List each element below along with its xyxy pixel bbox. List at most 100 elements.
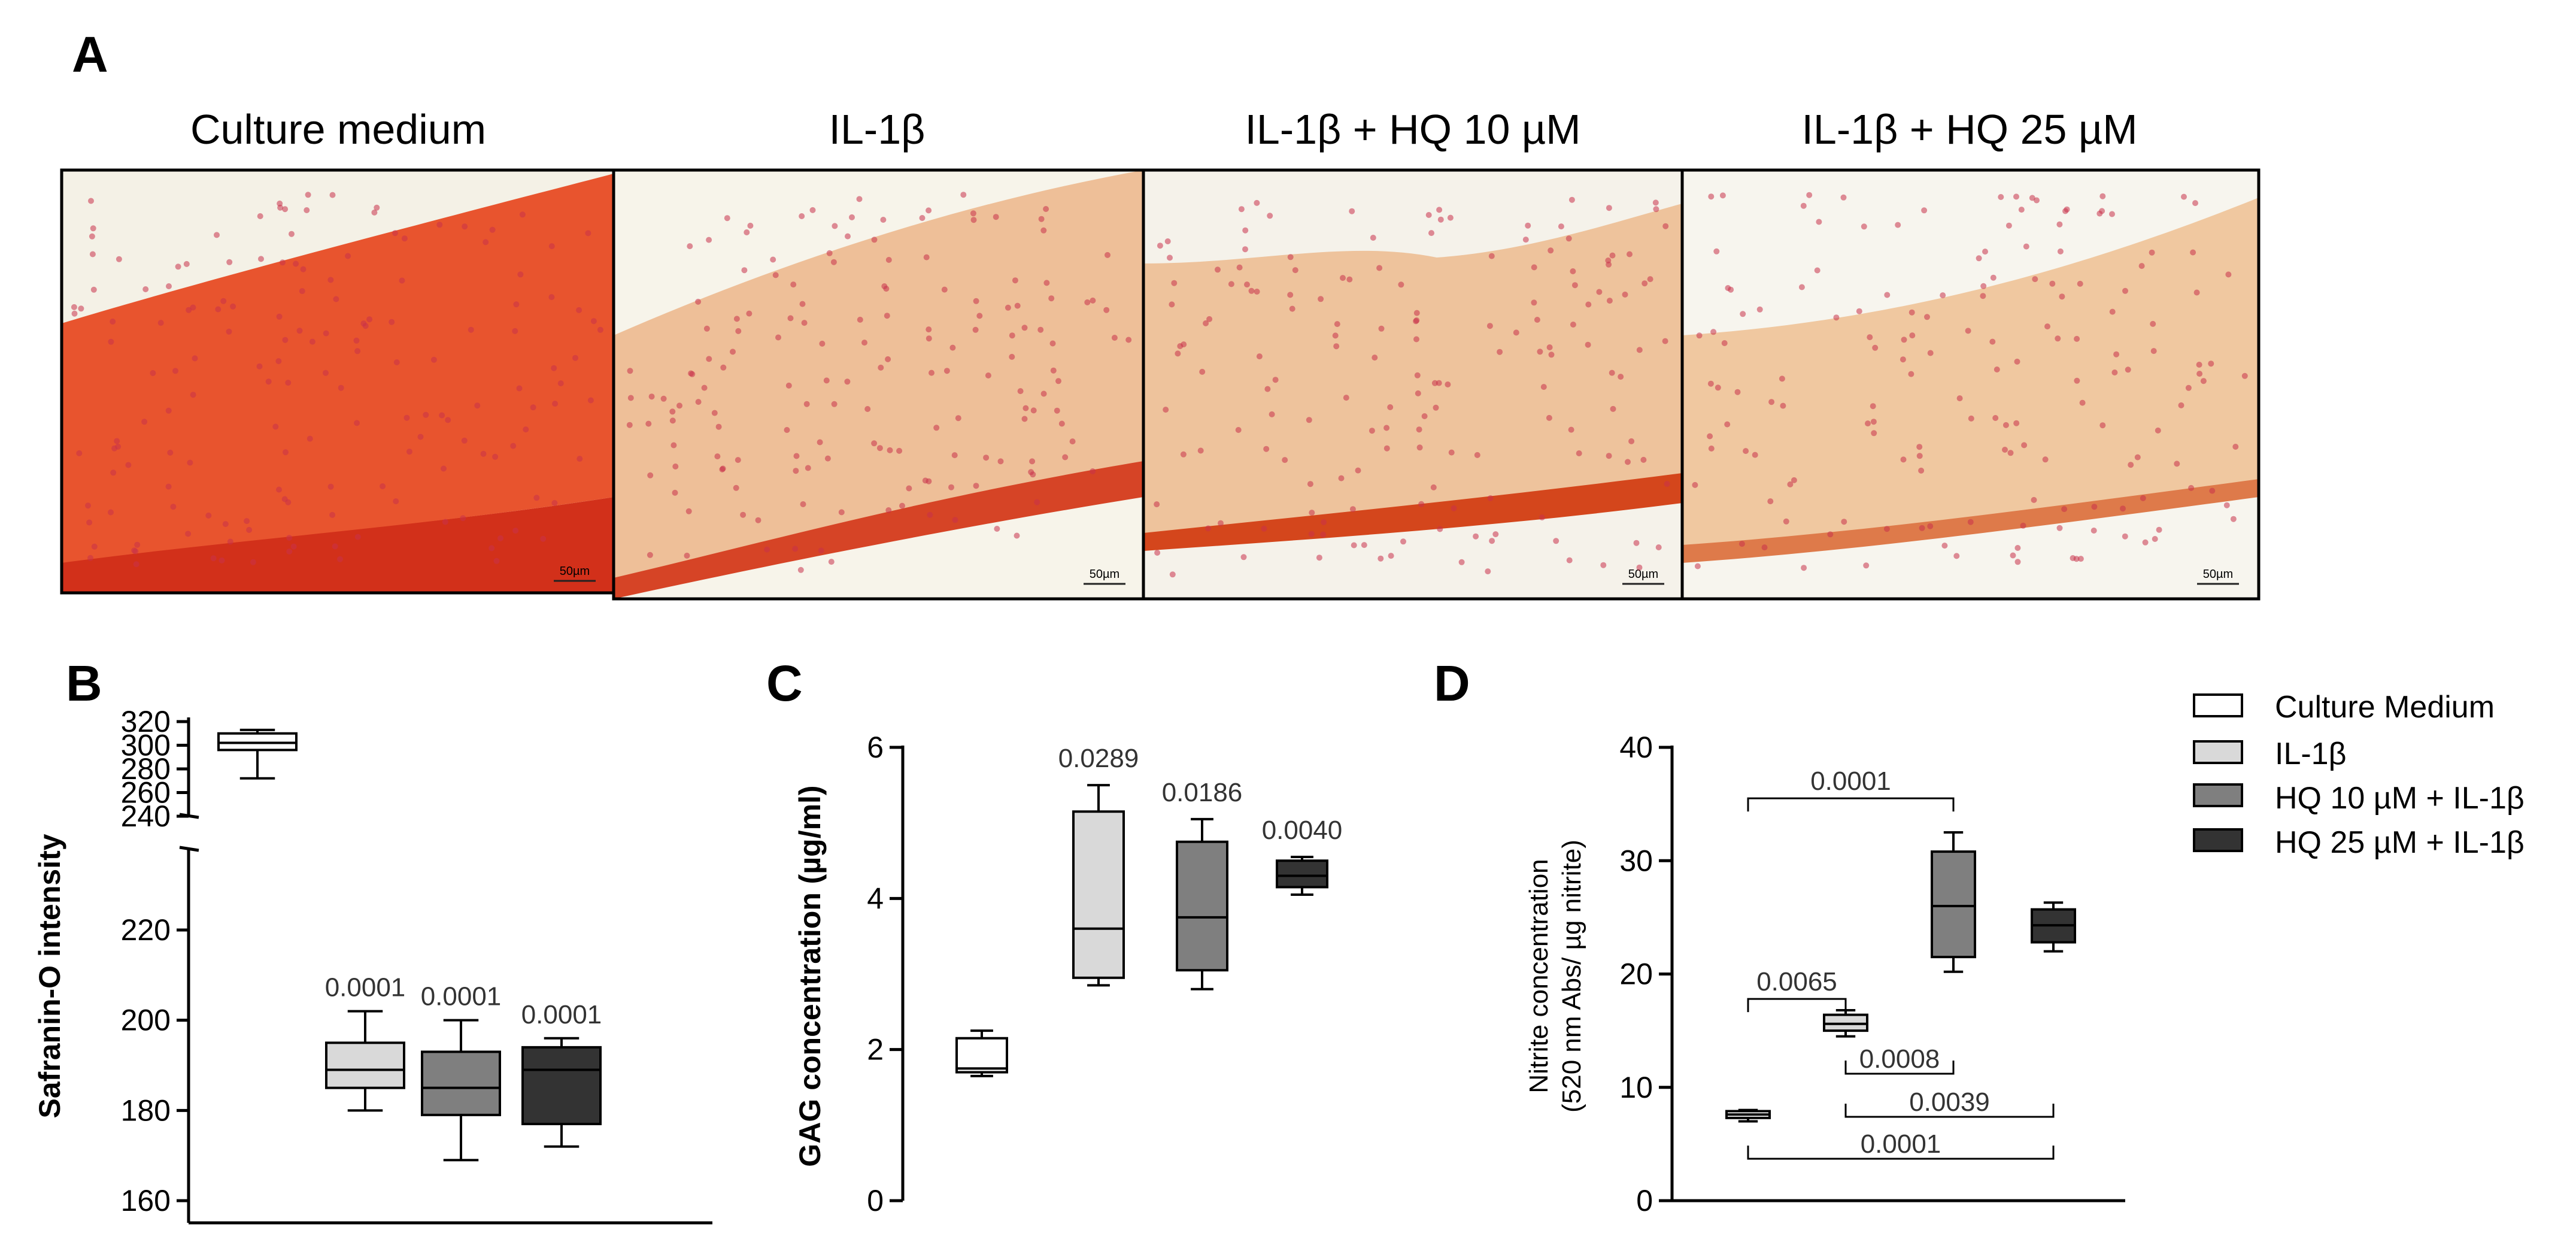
significance-bracket: 0.0039	[1844, 1087, 2055, 1118]
cell-nucleus	[1525, 222, 1531, 229]
box-iqr	[325, 1041, 405, 1089]
cell-nucleus	[210, 555, 217, 562]
cell-nucleus	[1833, 314, 1840, 321]
cartilage-tissue	[62, 174, 614, 563]
y-tick-label: 320	[121, 705, 171, 738]
cell-nucleus	[824, 455, 831, 462]
cell-nucleus	[1447, 214, 1454, 221]
cell-nucleus	[809, 207, 816, 213]
cell-nucleus	[1180, 451, 1187, 458]
cell-nucleus	[1719, 192, 1726, 199]
cell-nucleus	[1636, 564, 1643, 571]
y-tick-label: 300	[121, 729, 171, 762]
cell-nucleus	[819, 340, 826, 347]
cell-nucleus	[985, 372, 991, 378]
cell-nucleus	[329, 511, 336, 518]
cell-nucleus	[1242, 246, 1248, 253]
cell-nucleus	[793, 468, 799, 474]
cell-nucleus	[327, 483, 334, 490]
micrograph-culture-medium: 50µm	[62, 170, 614, 593]
box-plot: 0.0001	[421, 982, 501, 1162]
cell-nucleus	[417, 434, 424, 440]
cell-nucleus	[1768, 399, 1775, 405]
cell-nucleus	[672, 489, 678, 496]
panel-letter-d: D	[1434, 655, 1470, 711]
cell-nucleus	[272, 423, 279, 430]
cell-nucleus	[1340, 275, 1346, 281]
cell-nucleus	[926, 335, 932, 342]
cell-nucleus	[1005, 304, 1011, 311]
cell-nucleus	[548, 243, 555, 250]
cell-nucleus	[720, 364, 727, 371]
cell-nucleus	[1474, 452, 1480, 458]
legend-item: HQ 25 µM + IL-1β	[2193, 825, 2525, 860]
micrograph-title-hq25: IL-1β + HQ 25 µM	[1801, 106, 2137, 153]
cell-nucleus	[214, 232, 220, 238]
cell-nucleus	[185, 531, 192, 537]
cell-nucleus	[1708, 446, 1715, 452]
cell-nucleus	[1780, 402, 1786, 409]
cell-nucleus	[1254, 199, 1260, 206]
cell-nucleus	[1055, 378, 1061, 384]
cell-nucleus	[1264, 386, 1271, 392]
cell-nucleus	[2002, 447, 2008, 453]
scale-bar-label: 50µm	[2203, 568, 2233, 581]
cell-nucleus	[1486, 323, 1493, 329]
cell-nucleus	[1721, 340, 1728, 346]
cartilage-tissue	[1143, 204, 1682, 533]
cell-nucleus	[790, 281, 797, 288]
legend-item: IL-1β	[2193, 737, 2347, 771]
cell-nucleus	[1909, 332, 1916, 339]
cell-nucleus	[552, 401, 559, 407]
cell-nucleus	[2208, 361, 2214, 367]
cell-nucleus	[281, 496, 288, 502]
cell-nucleus	[353, 337, 360, 344]
cell-nucleus	[296, 328, 303, 334]
cell-nucleus	[2034, 197, 2040, 204]
cell-nucleus	[226, 328, 232, 335]
cell-nucleus	[132, 548, 139, 555]
cell-nucleus	[1531, 299, 1537, 306]
cell-nucleus	[110, 469, 117, 476]
cell-nucleus	[91, 543, 98, 550]
cell-nucleus	[2125, 366, 2131, 373]
cell-nucleus	[744, 229, 750, 235]
cell-nucleus	[108, 509, 114, 516]
cell-nucleus	[2090, 528, 2097, 534]
cell-nucleus	[1043, 280, 1050, 286]
cell-nucleus	[86, 519, 93, 526]
cell-nucleus	[1307, 481, 1313, 487]
cell-nucleus	[1349, 506, 1356, 513]
cell-nucleus	[735, 457, 741, 464]
cell-nucleus	[2196, 362, 2202, 368]
cell-nucleus	[1558, 223, 1564, 230]
cell-nucleus	[1606, 298, 1613, 304]
cell-nucleus	[125, 462, 132, 468]
cell-nucleus	[327, 277, 334, 283]
box-plot: 0.0001	[521, 1000, 602, 1148]
cell-nucleus	[323, 330, 329, 337]
cell-nucleus	[1488, 253, 1495, 259]
cell-nucleus	[2013, 193, 2019, 200]
cell-nucleus	[1445, 381, 1451, 387]
cell-nucleus	[1492, 531, 1499, 538]
cell-nucleus	[2150, 348, 2157, 355]
cell-nucleus	[929, 369, 934, 376]
cell-nucleus	[1318, 296, 1324, 302]
micrograph-title-culture-medium: Culture medium	[190, 106, 486, 153]
cell-nucleus	[1287, 254, 1294, 260]
cell-nucleus	[885, 507, 892, 513]
cell-nucleus	[740, 511, 747, 518]
cell-nucleus	[133, 561, 139, 568]
cell-nucleus	[1870, 419, 1877, 425]
cell-nucleus	[1205, 525, 1212, 532]
cell-nucleus	[2190, 249, 2196, 256]
cell-nucleus	[1309, 510, 1315, 516]
cell-nucleus	[1428, 230, 1434, 237]
cell-nucleus	[2007, 450, 2014, 456]
cell-nucleus	[817, 439, 823, 446]
cell-nucleus	[1756, 306, 1763, 313]
cell-nucleus	[1863, 562, 1870, 569]
cell-nucleus	[403, 414, 410, 421]
cell-nucleus	[764, 546, 770, 553]
